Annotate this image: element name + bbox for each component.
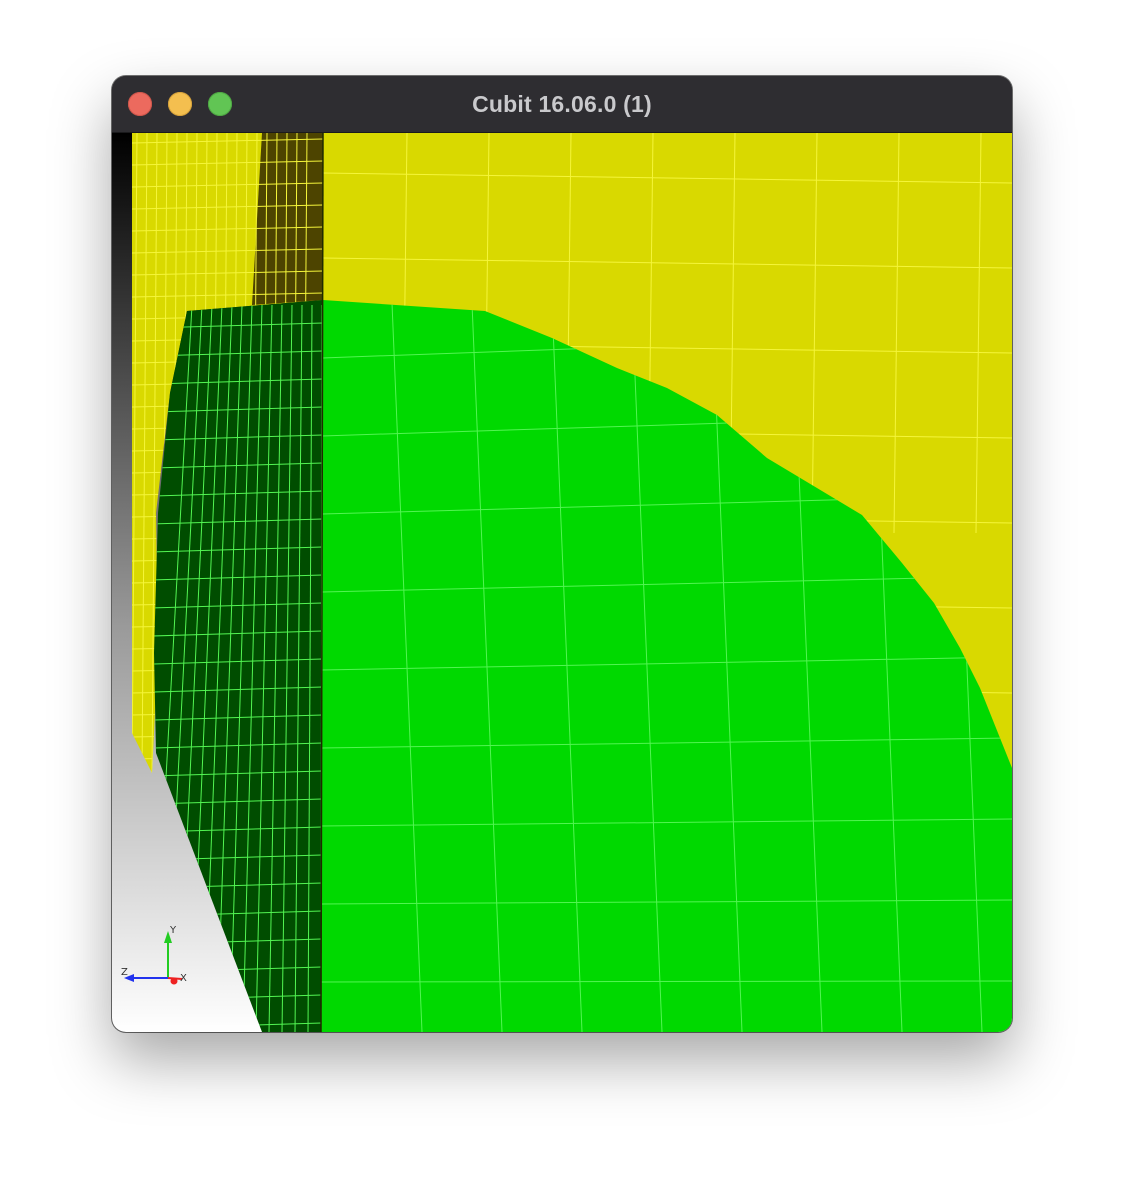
mesh-line [132,226,323,232]
mesh-line [154,546,323,553]
mesh-line [229,304,253,1032]
mesh-line [268,304,283,1032]
mesh-line [132,138,323,144]
mesh-line [154,518,323,525]
mesh-line [154,630,323,637]
minimize-button[interactable] [168,92,192,116]
mesh-line [154,770,323,777]
mesh-line [322,172,1012,184]
mesh-line [154,462,323,469]
mesh-line [154,574,323,581]
window-title: Cubit 16.06.0 (1) [472,91,652,117]
mesh-line [154,658,323,665]
mesh-line [975,133,982,534]
mesh-line [154,798,323,805]
mesh-line [154,434,323,441]
mesh-line [154,714,323,721]
mesh-line [321,737,1012,749]
mesh-line [711,302,743,1032]
close-button[interactable] [128,92,152,116]
mesh-line [255,304,273,1032]
mesh-line [307,304,313,1032]
cubit-window: Cubit 16.06.0 (1) [112,76,1012,1032]
zoom-button[interactable] [208,92,232,116]
mesh-line [321,980,1012,983]
mesh-line [551,302,583,1032]
mesh-line [631,302,663,1032]
mesh-line [471,302,503,1032]
mesh-line [321,818,1012,827]
mesh-line [132,204,323,210]
mesh-line [321,899,1012,905]
mesh-line [391,302,423,1032]
graphics-viewport[interactable]: Y Z X [112,133,1012,1032]
mesh-line [216,304,243,1032]
mesh-line [132,182,323,188]
mesh-line [154,742,323,749]
mesh-line [132,160,323,166]
mesh-line [294,304,303,1032]
mesh-line [893,133,900,534]
mesh-line [322,257,1012,269]
mesh-line [132,292,323,298]
mesh-line [321,656,1012,671]
axis-triad: Y Z X [121,925,187,985]
mesh-line [242,304,263,1032]
mesh-line [132,270,323,276]
mesh-line [154,406,323,413]
triad-y-label: Y [169,925,177,936]
triad-x-label: X [180,973,187,984]
mesh-line [811,133,818,534]
mesh-line [151,133,158,773]
mesh-line [154,378,323,385]
mesh-line [141,133,148,773]
mesh-line [154,602,323,609]
volume-edge [320,133,324,1032]
mesh-line [132,248,323,254]
title-bar[interactable]: Cubit 16.06.0 (1) [112,76,1012,133]
mesh-line [281,304,293,1032]
mesh-line [154,350,323,357]
triad-z-label: Z [121,967,128,978]
mesh-line [132,133,138,773]
mesh-line [154,490,323,497]
mesh-line [321,575,1012,593]
mesh-line [154,686,323,693]
